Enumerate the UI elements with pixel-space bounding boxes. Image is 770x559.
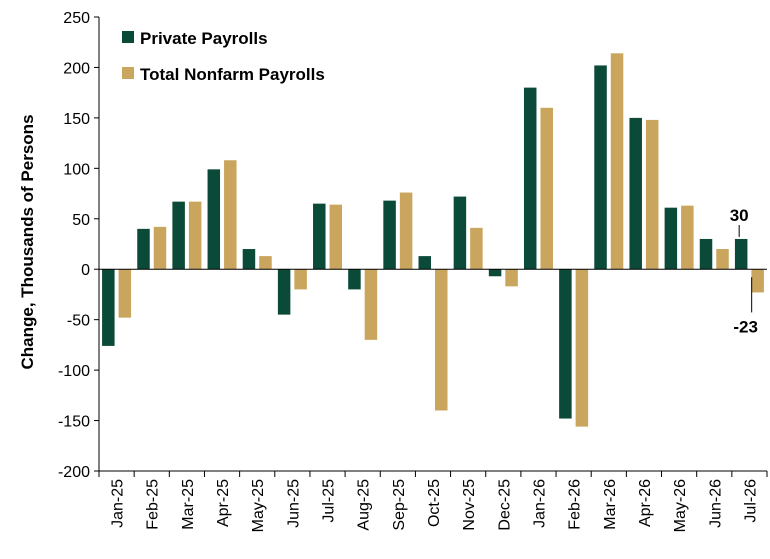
legend: Private Payrolls Total Nonfarm Payrolls [122,29,325,84]
bar-total-may-25 [259,256,272,270]
y-tick-label: -150 [58,414,90,431]
legend-swatch-total [122,67,134,79]
bar-private-jun-26 [699,238,713,270]
bar-total-jun-26 [716,249,729,270]
bar-private-mar-26 [594,65,607,270]
bar-private-jan-26 [523,87,537,270]
x-tick-label: May-25 [250,479,267,532]
bar-total-apr-25 [224,160,237,270]
bar-private-feb-26 [559,269,572,419]
bar-total-feb-25 [153,226,167,270]
x-tick-label: Aug-25 [356,479,373,531]
bar-total-jun-25 [294,269,307,290]
y-tick-label: 0 [81,262,90,279]
legend-label-private: Private Payrolls [140,29,268,48]
bar-total-nov-25 [470,227,483,270]
x-tick-label: Mar-25 [180,479,197,530]
data-label-private-jul-26: 30 [730,206,749,225]
legend-label-total: Total Nonfarm Payrolls [140,65,325,84]
bar-private-apr-26 [629,117,642,270]
bar-private-jul-26 [734,238,748,270]
bar-private-dec-25 [488,269,502,277]
bar-total-jan-26 [540,107,553,270]
x-tick-label: Jul-25 [321,479,338,523]
x-tick-label: Jan-26 [531,479,548,528]
bar-private-sep-25 [383,200,396,270]
bar-private-jun-25 [277,269,291,315]
bar-private-apr-25 [207,169,221,270]
x-tick-label: Feb-25 [145,479,162,530]
bar-total-dec-25 [505,269,518,287]
x-tick-label: Dec-25 [496,479,513,531]
bar-private-nov-25 [453,196,467,270]
x-tick-label: May-26 [672,479,689,532]
x-tick-label: Oct-25 [426,479,443,527]
y-tick-label: 100 [63,161,90,178]
bar-private-may-25 [242,249,256,270]
y-tick-label: -200 [58,464,90,481]
bar-total-jul-26 [751,269,764,293]
bar-total-sep-25 [399,192,413,270]
bar-total-aug-25 [364,269,378,340]
x-tick-label: Jan-25 [110,479,127,528]
y-tick-label: -50 [67,313,90,330]
bar-private-jul-25 [313,203,326,270]
bar-private-jan-25 [102,269,115,346]
x-tick-label: Sep-25 [391,479,408,531]
y-tick-label: 250 [63,10,90,27]
x-tick-label: Apr-25 [215,479,232,527]
labels-layer: -200 -150 -100 -50 0 50 100 150 200 250 Jan-25 Feb-… [58,10,759,532]
x-tick-label: Nov-25 [461,479,478,531]
data-label-total-jul-26: -23 [733,317,758,336]
bar-private-may-26 [664,207,678,270]
y-tick-label: 200 [63,60,90,77]
x-tick-label: Jun-25 [285,479,302,528]
axes-layer [94,16,768,477]
bar-private-aug-25 [348,269,361,290]
bar-total-oct-25 [435,269,448,411]
x-tick-label: Jun-26 [707,479,724,528]
x-tick-label: Apr-26 [637,479,654,527]
x-tick-label: Mar-26 [602,479,619,530]
y-tick-label: -100 [58,363,90,380]
bar-total-apr-26 [645,119,659,270]
bar-total-mar-26 [610,53,624,270]
bars-layer [102,53,764,427]
bar-private-feb-25 [137,228,150,270]
x-tick-label: Feb-26 [567,479,584,530]
y-tick-label: 150 [63,111,90,128]
bar-total-mar-25 [188,201,202,270]
y-tick-label: 50 [72,212,90,229]
bar-total-feb-26 [575,269,589,427]
bar-total-may-26 [681,205,694,270]
bar-total-jul-25 [329,204,343,270]
legend-swatch-private [122,31,134,43]
bar-total-jan-25 [118,269,132,318]
y-axis-title: Change, Thousands of Persons [18,114,37,369]
bar-private-oct-25 [418,256,431,270]
bar-private-mar-25 [172,201,185,270]
x-tick-label: Jul-26 [742,479,759,523]
